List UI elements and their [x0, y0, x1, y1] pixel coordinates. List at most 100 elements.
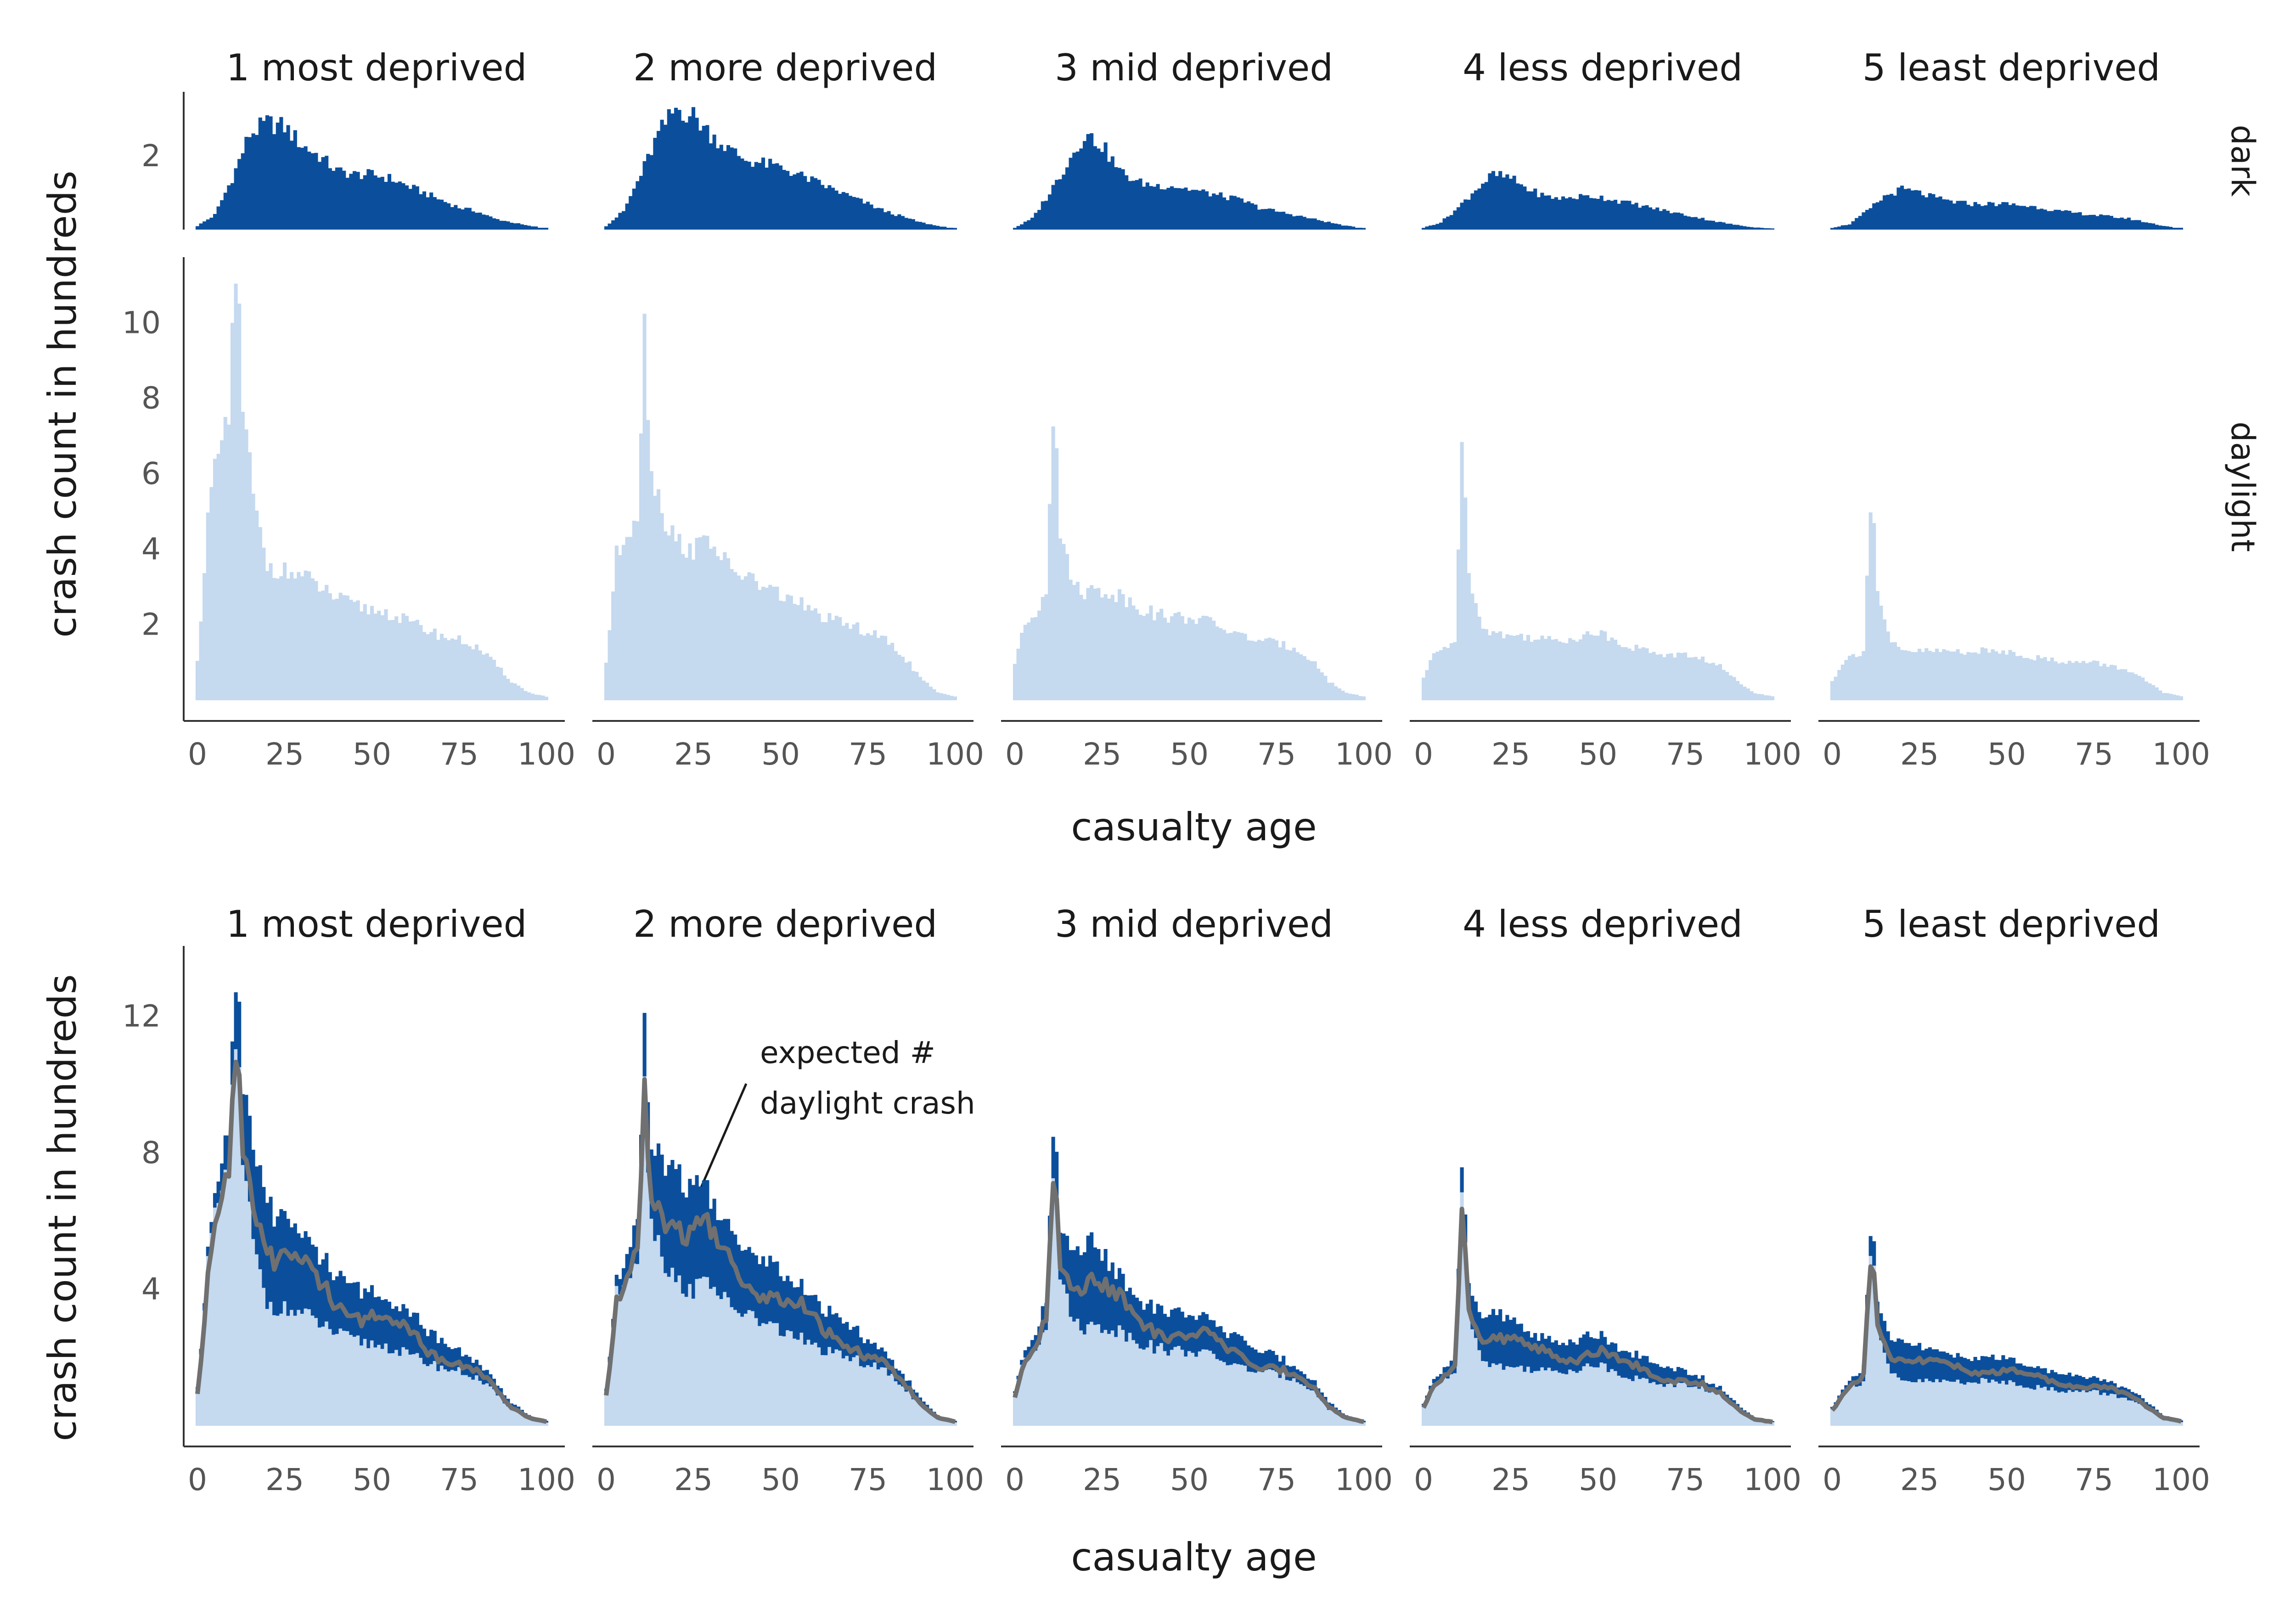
dark-bar	[255, 135, 259, 230]
dark-bar	[352, 171, 357, 230]
dark-bar	[2004, 202, 2009, 230]
daylight-bar	[1215, 1359, 1219, 1426]
daylight-bar	[873, 1362, 877, 1426]
daylight-bar	[1128, 597, 1132, 700]
dark-bar	[869, 204, 873, 230]
dark-bar	[1351, 226, 1356, 230]
dark-bar	[698, 1186, 703, 1279]
dark-bar	[450, 1349, 454, 1370]
daylight-bar	[1980, 1378, 1984, 1426]
dark-bar	[1725, 224, 1729, 230]
daylight-bar	[1508, 635, 1513, 700]
daylight-bar	[1568, 1369, 1572, 1426]
dark-bar	[1942, 199, 1946, 230]
dark-bar	[1243, 1340, 1247, 1366]
daylight-bar	[1460, 1192, 1464, 1426]
dark-bar	[1844, 225, 1848, 230]
daylight-bar	[1103, 594, 1108, 700]
daylight-bar	[293, 578, 297, 700]
daylight-bar	[1683, 1382, 1688, 1426]
daylight-bar	[1917, 648, 1922, 700]
daylight-bar	[2172, 694, 2176, 700]
daylight-bar	[1547, 636, 1551, 700]
daylight-bar	[1582, 634, 1586, 700]
dark-bar	[866, 202, 870, 230]
dark-bar	[1673, 212, 1677, 230]
dark-bar	[1212, 193, 1216, 230]
daylight-bar	[1159, 1343, 1164, 1426]
dark-bar	[754, 162, 758, 230]
daylight-bar	[387, 1353, 392, 1426]
daylight-bar	[880, 1367, 884, 1426]
daylight-bar	[667, 1277, 671, 1426]
daylight-bar	[1041, 596, 1045, 700]
daylight-bar	[394, 616, 399, 700]
daylight-bar	[915, 672, 919, 700]
daylight-bar	[1110, 595, 1114, 700]
daylight-bar	[1121, 594, 1125, 700]
dark-bar	[293, 130, 297, 230]
daylight-bar	[925, 682, 929, 700]
daylight-bar	[1890, 1373, 1894, 1426]
dark-bar	[1194, 190, 1199, 230]
dark-bar	[2019, 206, 2023, 230]
dark-bar	[1285, 214, 1289, 230]
daylight-bar	[310, 578, 315, 700]
daylight-bar	[1254, 641, 1258, 700]
dark-bar	[206, 219, 210, 230]
daylight-bar	[509, 682, 514, 700]
dark-bar	[1065, 1236, 1069, 1294]
daylight-bar	[1862, 1381, 1866, 1426]
daylight-bar	[2029, 659, 2033, 700]
daylight-bar	[1344, 1419, 1349, 1426]
dark-bar	[1330, 223, 1334, 230]
dark-bar	[758, 163, 762, 230]
daylight-bar	[719, 1299, 723, 1426]
daylight-bar	[2158, 690, 2162, 700]
daylight-bar	[778, 1335, 783, 1426]
daylight-bar	[1463, 497, 1468, 700]
dark-bar	[2071, 1376, 2075, 1392]
daylight-bar	[1016, 648, 1020, 700]
dark-bar	[831, 187, 835, 230]
daylight-bar	[1131, 1340, 1136, 1426]
dark-bar	[900, 216, 905, 230]
daylight-bar	[883, 636, 888, 700]
dark-bar	[1062, 1233, 1066, 1285]
dark-bar	[464, 208, 468, 230]
dark-bar	[2067, 211, 2071, 230]
daylight-bar	[345, 1331, 349, 1426]
dark-bar	[290, 1227, 294, 1310]
daylight-bar	[890, 1373, 895, 1426]
dark-bar	[1103, 142, 1108, 230]
daylight-bar	[1669, 653, 1673, 700]
dark-bar	[1655, 207, 1660, 230]
dark-bar	[771, 163, 776, 230]
dark-bar	[209, 1222, 214, 1233]
daylight-bar	[370, 606, 374, 700]
dark-bar	[1543, 1339, 1548, 1371]
daylight-bar	[723, 552, 727, 700]
daylight-bar	[695, 1279, 699, 1426]
daylight-bar	[900, 1386, 905, 1426]
daylight-bar	[2165, 693, 2169, 700]
dark-bar	[244, 1095, 248, 1181]
daylight-bar	[649, 471, 653, 700]
daylight-bar	[1732, 1405, 1736, 1426]
daylight-bar	[1271, 638, 1275, 700]
dark-bar	[793, 174, 797, 230]
daylight-bar	[1337, 1415, 1341, 1426]
daylight-bar	[1697, 1389, 1701, 1426]
dark-bar	[1191, 190, 1195, 230]
row-strip-label: daylight	[2224, 422, 2262, 552]
daylight-bar	[1610, 1369, 1614, 1426]
daylight-bar	[1680, 653, 1684, 700]
daylight-bar	[467, 646, 472, 700]
daylight-bar	[1034, 1350, 1038, 1426]
dark-bar	[664, 124, 668, 230]
dark-bar	[1690, 217, 1694, 230]
daylight-bar	[618, 1294, 622, 1426]
daylight-bar	[1763, 695, 1767, 700]
daylight-bar	[1020, 1365, 1024, 1426]
daylight-bar	[852, 624, 856, 700]
